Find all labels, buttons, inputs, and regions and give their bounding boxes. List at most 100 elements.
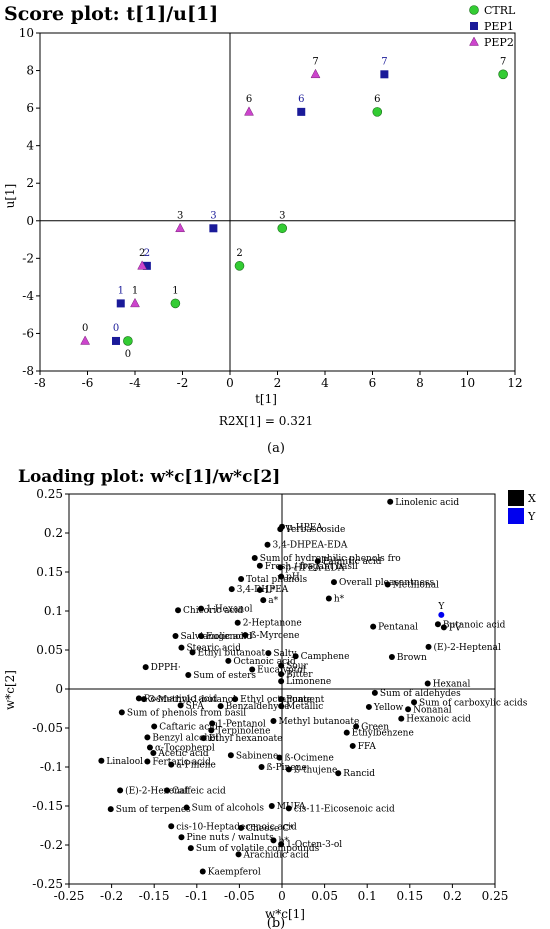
score-x-tick-label: -2 [177,376,189,390]
loading-point-label-benzyl-alcohol: Benzyl alcohol [152,733,218,743]
loading-x-tick-label: -0.2 [100,889,123,903]
score-x-tick-label: 8 [416,376,424,390]
loading-point-bitter [278,671,285,678]
loading-point-sum-of-aldehydes [371,689,378,696]
loading-plot-axes [69,494,495,884]
loading-point-label-butanoic-acid: Butanoic acid [443,620,506,630]
score-x-tick-label: -4 [129,376,141,390]
loading-point-terpinolene [208,727,215,734]
loading-point-caffeic-acid [163,787,170,794]
loading-point-label-pentanal: Pentanal [378,623,418,633]
loading-point-label-cis-11-eicosenoic-acid: cis-11-Eicosenoic acid [294,804,395,814]
loading-point-label-sfa: SFA [186,701,205,711]
score-point-pep2-2 [137,260,148,270]
score-point-label-pep1: 2 [144,248,150,259]
score-point-pep2-1 [130,297,140,308]
score-point-label-pep1: 7 [381,56,387,67]
loading-point-label-p-hpea-eda: p-HPEA-EDA [285,563,345,573]
loading-point-l [256,586,263,593]
loading-point-pine-nuts-walnuts [178,834,185,841]
loading-y-tick-label: -0.15 [32,799,63,813]
score-x-tick-label: 4 [321,376,329,390]
score-x-tick-label: 0 [226,376,234,390]
score-point-ctrl-3 [277,223,288,234]
score-point-pep1-0 [112,336,120,345]
score-plot-points: 0 1 2 3 6 7 0 1 2 3 6 7 0 1 2 3 6 7 [80,56,508,360]
loading-point-acetic-acid [150,749,157,756]
score-plot-y-ticks: -8 -6 -4 -2 0 2 4 6 8 10 [19,26,40,378]
loading-point-label-benzaldehyde: Benzaldehyde [226,702,290,712]
loading-point-3-4-dhpea [228,586,235,593]
loading-point-kaempferol [199,868,206,875]
score-plot-legend: CTRL PEP1 PEP2 [469,4,516,49]
loading-point-p-hpea-eda [277,564,284,571]
score-point-pep2-7 [310,68,321,79]
score-plot-footnote: R2X[1] = 0.321 [219,414,313,428]
loading-point-label-rancid: Rancid [343,769,375,779]
loading-point-label-nonanal: Nonanal [413,705,452,715]
loading-x-tick-label: 0.25 [482,889,509,903]
loading-point-salty [265,650,272,657]
score-point-label-ctrl: 6 [374,94,380,105]
loading-point-label-cis-10-heptadecenoic-acid: cis-10-Heptadecenoic acid [176,822,297,832]
loading-y-tick-label: -0.05 [32,721,63,735]
loading-point-3-methyl-1-butanol [140,696,147,703]
loading-point-label-linalool: Linalool [106,757,143,767]
loading-point-label-eugenol: Eugenol [206,632,244,642]
loading-point-label-3-4-dhpea-eda: 3,4-DHPEA-EDA [273,541,348,551]
loading-point-pentanal [370,623,377,630]
loading-point-label-a-pinene: a-Pinene [176,761,216,771]
loading-y-tick-label: 0.2 [44,526,63,540]
score-point-ctrl-1 [170,298,181,309]
loading-point-label-h: h* [334,595,345,605]
loading-point-octanoic-acid [225,657,232,664]
score-x-tick-label: 10 [460,376,475,390]
score-point-ctrl-7 [498,69,508,80]
loading-point-label-p-hpea: p-HPEA [287,523,323,533]
legend-y-swatch [508,508,524,524]
score-y-tick-label: 0 [26,214,34,228]
loading-point-label-1-octen-3-ol: 1-Octen-3-ol [286,840,342,850]
loading-point-label-camphene: Camphene [301,652,350,662]
loading-point-label-salvianolic-acid: Salvianolic acid [181,632,253,642]
score-point-label-pep1: 6 [298,94,304,105]
loading-point-e-2-heptenal [425,643,432,650]
score-plot-x-ticks: -8 -6 -4 -2 0 2 4 6 8 10 12 [34,371,523,390]
score-y-tick-label: 10 [19,26,34,40]
loading-point-benzaldehyde [217,703,224,710]
loading-point-ethyl-butanoate [189,649,196,656]
loading-x-tick-label: 0 [278,889,286,903]
loading-point-label-ethyl-octanoate: Ethyl octanoate [240,695,312,705]
loading-point-label-limonene: Limonene [286,677,331,687]
loading-point-label-1-pentanol: 1-Pentanol [217,719,266,729]
loading-point-pinene [258,764,265,770]
loading-point-label-sum-of-esters: Sum of esters [193,671,256,681]
loading-point-arachidic-acid [235,851,242,858]
loading-x-tick-label: 0.1 [358,889,377,903]
loading-point-fresh-fragant-basil [256,562,263,569]
score-point-pep1-3 [209,224,218,233]
score-point-label-ctrl: 2 [236,248,242,259]
loading-x-tick-label: 0.2 [443,889,462,903]
loading-point-label-sum-of-terpenes: Sum of terpenes [116,805,191,815]
loading-point-cis-11-eicosenoic-acid [285,805,292,812]
loading-x-tick-label: -0.1 [185,889,208,903]
score-point-label-pep2: 1 [132,285,138,296]
loading-point-label-dpph: DPPH· [151,663,181,673]
loading-point-metallic [278,703,285,710]
score-point-label-ctrl: 0 [125,349,131,360]
score-point-label-pep1: 1 [118,285,124,296]
loading-point-2-heptanone [234,619,241,626]
loading-point-rancid [335,770,342,777]
loading-point-stearic-acid [178,644,185,651]
loading-point-label-myrcene: ß-Myrcene [250,631,299,641]
loading-y-tick-label: 0.15 [36,565,63,579]
score-y-tick-label: -6 [22,326,34,340]
loading-point-sum-of-carboxylic-acids [411,699,418,706]
score-x-tick-label: 6 [369,376,377,390]
loading-point-label-hexanoic-acid: Hexanoic acid [406,715,471,725]
loading-point-label-kaempferol: Kaempferol [208,868,261,878]
loading-point-label-sum-of-carboxylic-acids: Sum of carboxylic acids [419,698,528,708]
loading-point-green [353,723,360,730]
